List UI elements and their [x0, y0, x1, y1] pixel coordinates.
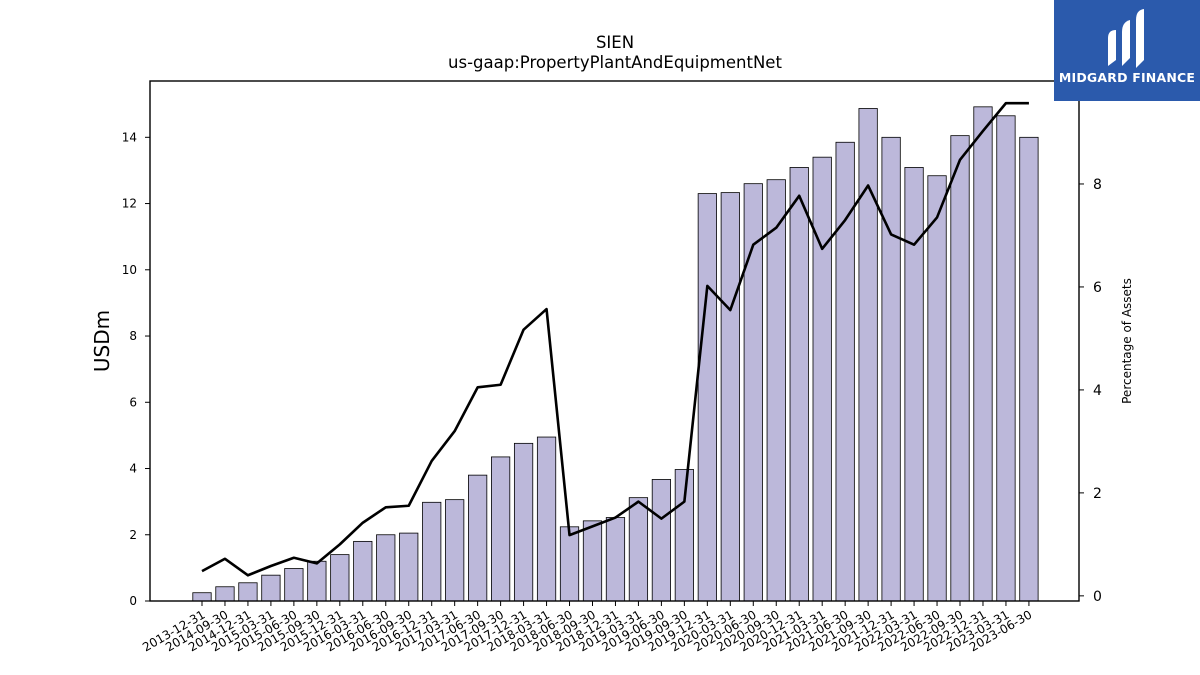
bar	[330, 554, 350, 602]
bar	[766, 179, 786, 602]
bar	[559, 526, 580, 602]
y2-tick-label: 4	[1093, 383, 1102, 399]
bar	[215, 586, 235, 602]
y-tick-label: 0	[129, 594, 137, 608]
y-axis-label: USDm	[90, 310, 114, 372]
y2-tick-label: 2	[1093, 486, 1102, 502]
bar	[858, 108, 878, 602]
bar	[284, 568, 304, 602]
bar	[491, 456, 511, 602]
chart-title: SIEN	[596, 33, 634, 52]
plot-frame	[149, 80, 1080, 602]
y-tick-label: 10	[122, 263, 137, 277]
logo-text: MIDGARD FINANCE	[1058, 70, 1196, 85]
midgard-logo-icon	[1108, 9, 1144, 68]
bar	[605, 517, 626, 602]
bar	[697, 193, 717, 602]
bar	[927, 175, 947, 602]
bar	[582, 520, 603, 602]
bar	[789, 167, 809, 602]
midgard-finance-logo: MIDGARD FINANCE	[1054, 0, 1200, 101]
bar	[445, 499, 465, 602]
bar	[996, 115, 1016, 602]
chart-subtitle: us-gaap:PropertyPlantAndEquipmentNet	[448, 53, 782, 72]
bar	[973, 106, 993, 602]
bar	[238, 582, 258, 602]
bar	[192, 592, 212, 602]
bar	[881, 136, 901, 602]
y-tick-label: 2	[129, 528, 137, 542]
y2-tick-label: 0	[1093, 589, 1102, 605]
bar	[399, 532, 419, 602]
bar	[468, 474, 488, 602]
y-tick-label: 4	[129, 462, 137, 476]
y2-tick-label: 8	[1093, 177, 1102, 193]
bar	[353, 540, 373, 602]
bar	[261, 574, 281, 602]
bar	[720, 192, 740, 602]
y2-tick-label: 6	[1093, 280, 1102, 296]
bar	[950, 135, 970, 602]
y-tick-label: 12	[122, 197, 137, 211]
bar	[376, 534, 396, 602]
percentage-line	[201, 101, 1029, 577]
bar	[904, 167, 924, 602]
bar	[1019, 136, 1039, 602]
bar	[628, 497, 649, 602]
y-tick-label: 14	[122, 130, 137, 144]
bar	[513, 442, 534, 602]
y2-axis-label: Percentage of Assets	[1120, 278, 1134, 404]
bar	[812, 156, 832, 602]
bar	[307, 560, 327, 602]
bar	[422, 501, 442, 602]
y-tick-label: 8	[129, 329, 137, 343]
bar	[651, 479, 672, 602]
y-tick-label: 6	[129, 395, 137, 409]
bar	[674, 469, 694, 602]
bar	[536, 436, 557, 602]
